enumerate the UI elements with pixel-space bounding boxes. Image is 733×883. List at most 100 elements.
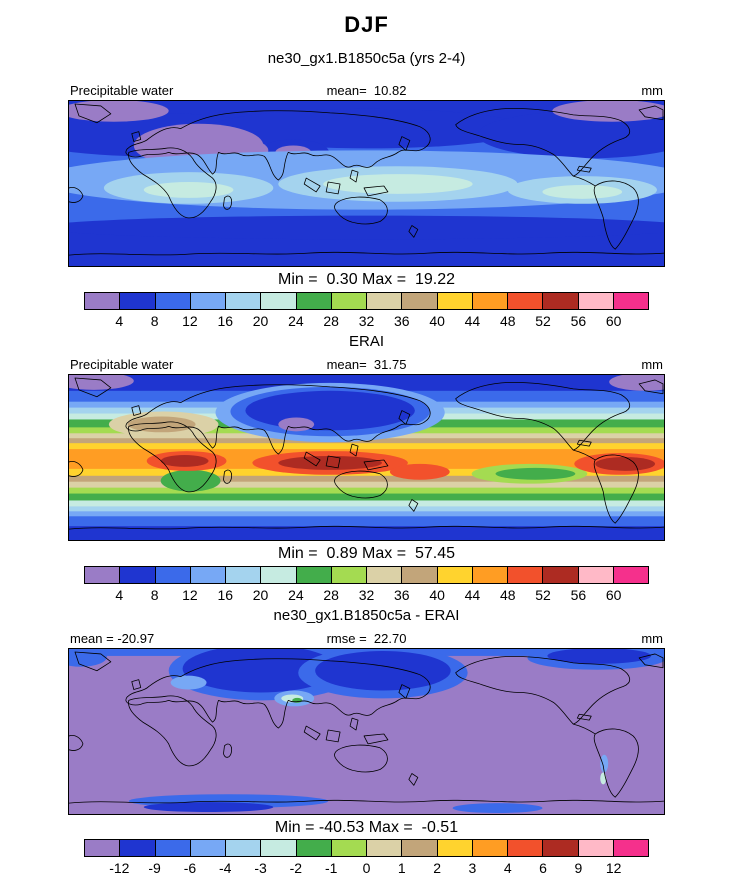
map-canvas <box>69 101 664 266</box>
mean-label: mean = -20.97 <box>70 631 155 646</box>
colorbar-tick-label: -3 <box>254 860 267 876</box>
colorbar-segment <box>613 840 648 856</box>
colorbar-tick-label: 12 <box>182 313 198 329</box>
colorbar-tick-label: 32 <box>358 313 375 329</box>
colorbar-tick-label: 0 <box>362 860 371 876</box>
colorbar-tick-label: 36 <box>394 313 410 329</box>
colorbar-tick-label: 12 <box>605 860 622 876</box>
page-title: DJF <box>344 12 389 37</box>
colorbar-segment <box>402 567 438 583</box>
minmax-label-model: Min = 0.30 Max = 19.22 <box>278 271 455 288</box>
colorbar-segment <box>578 293 614 309</box>
colorbar-segment <box>226 567 262 583</box>
colorbar-segment <box>578 567 614 583</box>
units-label: mm <box>641 357 663 372</box>
colorbar-segment <box>85 293 121 309</box>
colorbar-diff <box>84 839 649 857</box>
colorbar-segment <box>85 840 121 856</box>
colorbar-tick-label: 20 <box>252 587 269 603</box>
minmax-label-diff: Min = -40.53 Max = -0.51 <box>274 819 459 836</box>
colorbar-segment <box>613 293 648 309</box>
colorbar-segment <box>331 293 367 309</box>
colorbar-segment <box>261 293 297 309</box>
colorbar-segment <box>331 567 367 583</box>
colorbar-tick-label: 28 <box>323 587 339 603</box>
colorbar-segment <box>543 840 579 856</box>
contour-fill-layer <box>69 101 664 266</box>
colorbar-tick-label: 44 <box>464 587 481 603</box>
colorbar-tick-label: 28 <box>323 313 339 329</box>
rmse-label: rmse = 22.70 <box>326 631 407 646</box>
colorbar-tick-label: 16 <box>217 313 234 329</box>
colorbar-segment <box>296 840 332 856</box>
contour-fill-layer <box>69 649 664 814</box>
variable-label: Precipitable water <box>70 83 174 98</box>
colorbar-segment <box>437 840 473 856</box>
colorbar-tick-label: 32 <box>358 587 375 603</box>
colorbar-tick-label: 9 <box>574 860 583 876</box>
colorbar-tick-label: 24 <box>288 587 304 603</box>
colorbar-tick-label: 52 <box>535 587 551 603</box>
colorbar-segment <box>155 840 191 856</box>
colorbar-ticks-diff: -12 -9 -6 -4 -3 -2 -1 0 1 2 3 4 6 9 12 <box>84 860 649 877</box>
colorbar-segment <box>508 293 544 309</box>
case-subtitle: ne30_gx1.B1850c5a (yrs 2-4) <box>267 50 466 67</box>
colorbar-segment <box>613 567 648 583</box>
colorbar-segment <box>120 293 156 309</box>
colorbar-segment <box>543 567 579 583</box>
colorbar-segment <box>437 293 473 309</box>
colorbar-tick-label: 48 <box>499 313 516 329</box>
colorbar-tick-label: 36 <box>394 587 410 603</box>
colorbar-segment <box>120 567 156 583</box>
colorbar-segment <box>155 567 191 583</box>
contour-fill-layer <box>69 375 664 540</box>
colorbar-tick-label: 56 <box>570 313 587 329</box>
colorbar-segment <box>120 840 156 856</box>
colorbar-segment <box>226 293 262 309</box>
colorbar-tick-label: 2 <box>433 860 442 876</box>
colorbar-segment <box>543 293 579 309</box>
colorbar-segment <box>472 567 508 583</box>
colorbar-erai <box>84 566 649 584</box>
colorbar-segment <box>331 840 367 856</box>
colorbar-tick-label: 48 <box>499 587 516 603</box>
colorbar-tick-label: 1 <box>397 860 406 876</box>
colorbar-segment <box>367 840 403 856</box>
colorbar-tick-label: 60 <box>605 313 622 329</box>
colorbar-tick-label: 44 <box>464 313 481 329</box>
colorbar-segment <box>155 293 191 309</box>
colorbar-tick-label: 4 <box>115 313 124 329</box>
mean-label: mean= 31.75 <box>326 357 407 372</box>
colorbar-segment <box>85 567 121 583</box>
colorbar-tick-label: 8 <box>150 587 159 603</box>
map-erai-precipitable-water <box>68 374 665 541</box>
colorbar-tick-label: 24 <box>288 313 304 329</box>
mean-label: mean= 10.82 <box>326 83 407 98</box>
section-title-erai: ERAI <box>348 333 384 350</box>
colorbar-segment <box>402 293 438 309</box>
colorbar-segment <box>472 840 508 856</box>
colorbar-tick-label: 4 <box>503 860 512 876</box>
units-label: mm <box>641 631 663 646</box>
panel-model-header: Precipitable water mean= 10.82 mm <box>68 82 665 98</box>
colorbar-tick-label: -12 <box>109 860 130 876</box>
colorbar-segment <box>508 840 544 856</box>
colorbar-tick-label: 8 <box>150 313 159 329</box>
colorbar-tick-label: 56 <box>570 587 587 603</box>
colorbar-ticks-erai: 4 8 12 16 20 24 28 32 36 40 44 48 52 56 60 <box>84 587 649 604</box>
variable-label: Precipitable water <box>70 357 174 372</box>
colorbar-tick-label: 4 <box>115 587 124 603</box>
map-model-precipitable-water <box>68 100 665 267</box>
colorbar-tick-label: -2 <box>289 860 303 876</box>
colorbar-segment <box>261 567 297 583</box>
colorbar-segment <box>367 567 403 583</box>
map-difference <box>68 648 665 815</box>
colorbar-segment <box>261 840 297 856</box>
colorbar-tick-label: 3 <box>468 860 477 876</box>
colorbar-segment <box>226 840 262 856</box>
colorbar-tick-label: 52 <box>535 313 551 329</box>
colorbar-segment <box>402 840 438 856</box>
colorbar-tick-label: 60 <box>605 587 622 603</box>
colorbar-segment <box>296 567 332 583</box>
